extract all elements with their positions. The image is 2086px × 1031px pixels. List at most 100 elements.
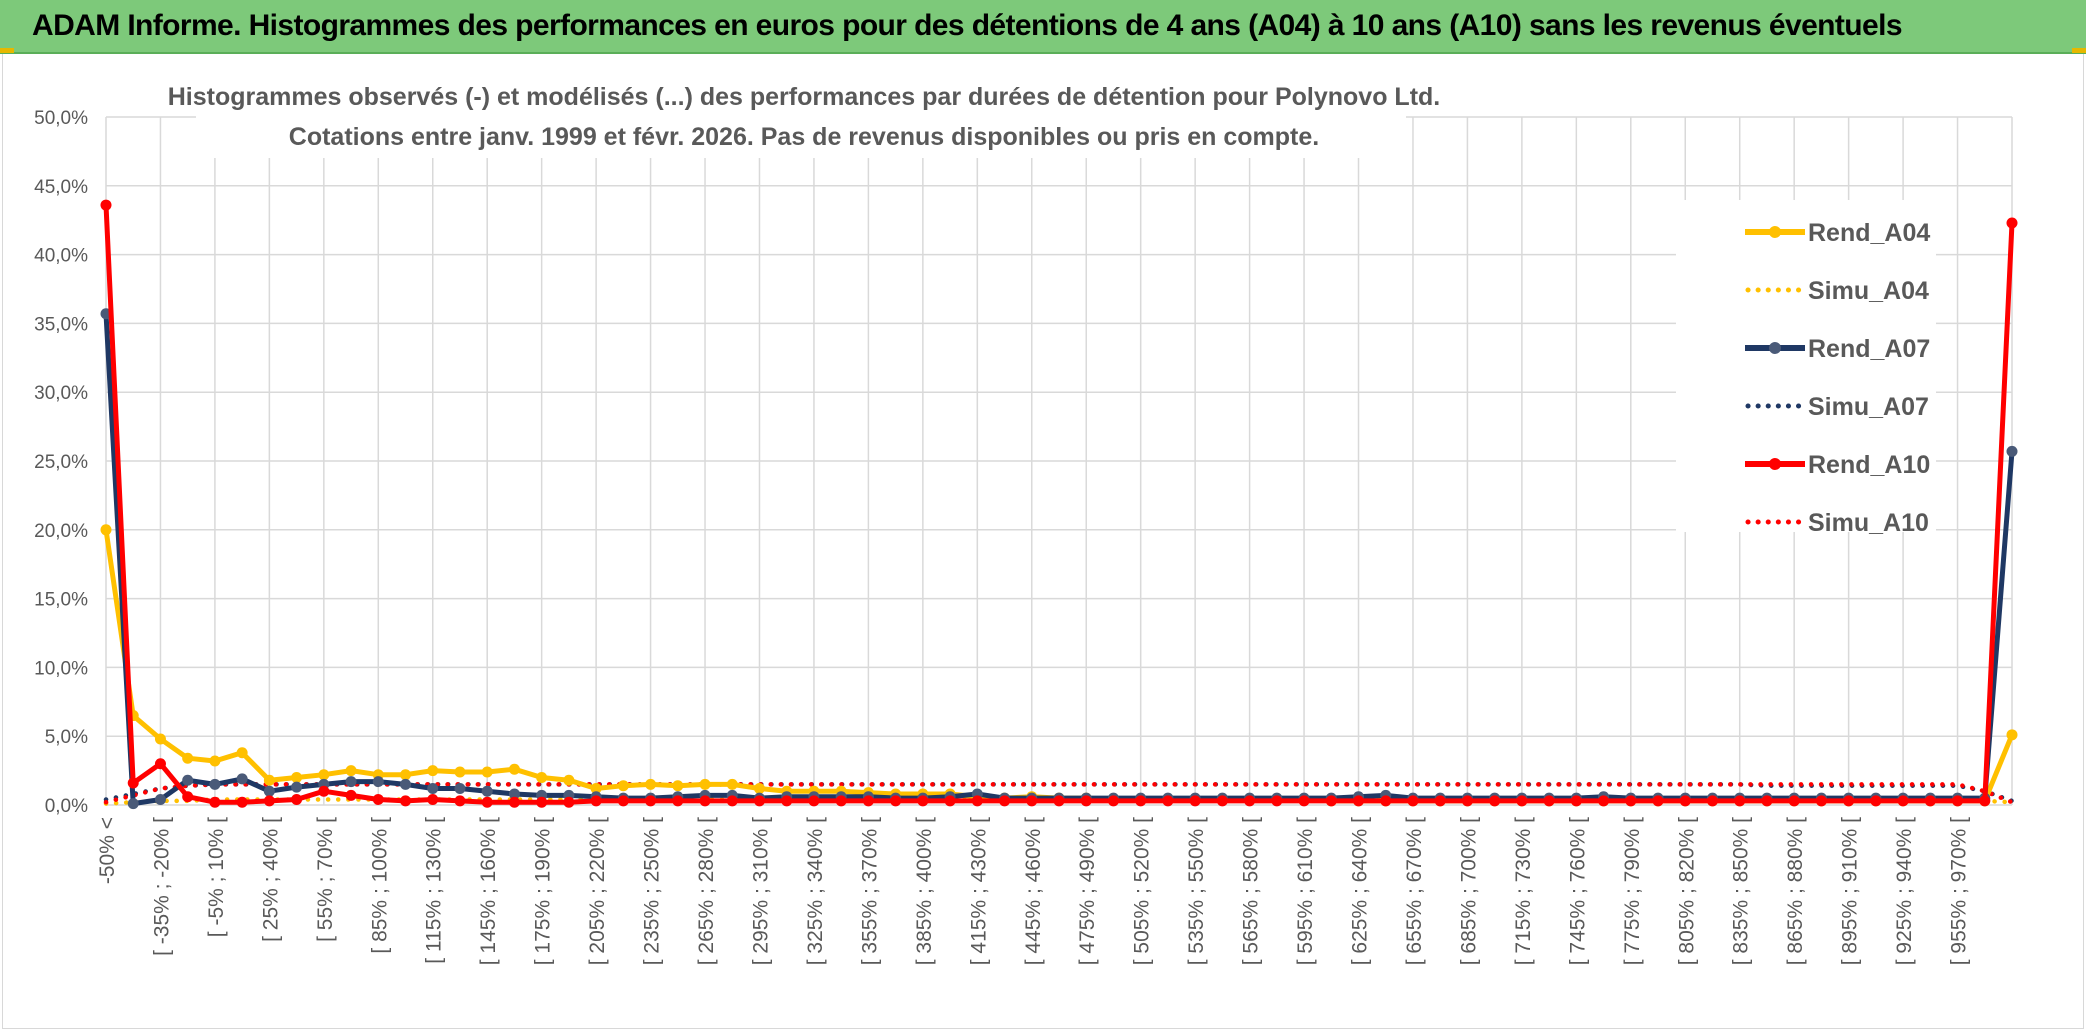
x-tick-label: [ 475% ; 490% [ bbox=[1076, 817, 1099, 965]
data-point-Rend_A10 bbox=[1026, 795, 1038, 807]
data-point-Rend_A07 bbox=[481, 785, 493, 797]
data-point-Rend_A10 bbox=[1952, 795, 1964, 807]
x-tick-label: [ 865% ; 880% [ bbox=[1784, 817, 1807, 965]
report-title: ADAM Informe. Histogrammes des performan… bbox=[32, 9, 1903, 42]
legend-label-Rend_A10: Rend_A10 bbox=[1808, 451, 1930, 479]
data-point-Rend_A10 bbox=[1298, 795, 1310, 807]
data-point-Rend_A10 bbox=[781, 795, 793, 807]
x-tick-label: [ 445% ; 460% [ bbox=[1022, 817, 1045, 965]
x-tick-label: [ 685% ; 700% [ bbox=[1457, 817, 1480, 965]
data-point-Rend_A04 bbox=[645, 778, 657, 790]
data-point-Rend_A10 bbox=[372, 793, 384, 805]
data-point-Rend_A07 bbox=[2006, 445, 2018, 457]
x-tick-label: [ 265% ; 280% [ bbox=[695, 817, 718, 965]
data-point-Rend_A07 bbox=[508, 788, 520, 800]
x-tick-label: [ 85% ; 100% [ bbox=[368, 817, 391, 954]
data-point-Rend_A10 bbox=[127, 777, 139, 789]
data-point-Rend_A10 bbox=[1979, 795, 1991, 807]
data-point-Rend_A10 bbox=[1788, 795, 1800, 807]
chart-subtitle: Cotations entre janv. 1999 et févr. 2026… bbox=[289, 123, 1319, 151]
data-point-Rend_A07 bbox=[345, 776, 357, 788]
x-tick-label: [ 775% ; 790% [ bbox=[1621, 817, 1644, 965]
data-point-Rend_A10 bbox=[699, 795, 711, 807]
x-axis: -50% < [ -35% ; -20% [[ -5% ; 10% [[ 25% … bbox=[96, 817, 1971, 965]
chart-series bbox=[100, 199, 2018, 810]
data-point-Rend_A10 bbox=[182, 791, 194, 803]
data-point-Rend_A07 bbox=[263, 785, 275, 797]
x-tick-label: [ 235% ; 250% [ bbox=[641, 817, 664, 965]
data-point-Rend_A10 bbox=[209, 796, 221, 808]
y-tick-label: 25,0% bbox=[34, 452, 88, 473]
data-point-Rend_A10 bbox=[400, 795, 412, 807]
data-point-Rend_A04 bbox=[617, 780, 629, 792]
data-point-Rend_A04 bbox=[236, 747, 248, 759]
x-tick-label: [ 115% ; 130% [ bbox=[423, 817, 446, 964]
data-point-Rend_A10 bbox=[263, 795, 275, 807]
data-point-Rend_A10 bbox=[1053, 795, 1065, 807]
data-point-Rend_A04 bbox=[100, 524, 112, 536]
data-point-Rend_A10 bbox=[590, 795, 602, 807]
x-tick-label: [ 415% ; 430% [ bbox=[967, 817, 990, 965]
x-tick-label: [ 625% ; 640% [ bbox=[1349, 817, 1372, 965]
data-point-Rend_A10 bbox=[1625, 795, 1637, 807]
data-point-Rend_A10 bbox=[753, 795, 765, 807]
x-tick-label: [ 925% ; 940% [ bbox=[1893, 817, 1916, 965]
chart-title: Histogrammes observés (-) et modélisés (… bbox=[168, 83, 1441, 111]
data-point-Rend_A04 bbox=[400, 769, 412, 781]
y-tick-label: 35,0% bbox=[34, 314, 88, 335]
data-point-Rend_A07 bbox=[182, 774, 194, 786]
x-tick-label: [ 325% ; 340% [ bbox=[804, 817, 827, 965]
x-tick-label: [ 355% ; 370% [ bbox=[858, 817, 881, 965]
data-point-Rend_A10 bbox=[318, 785, 330, 797]
data-point-Rend_A10 bbox=[1679, 795, 1691, 807]
data-point-Rend_A10 bbox=[672, 795, 684, 807]
legend-label-Simu_A07: Simu_A07 bbox=[1808, 393, 1929, 421]
data-point-Rend_A04 bbox=[454, 766, 466, 778]
data-point-Rend_A07 bbox=[209, 778, 221, 790]
data-point-Rend_A10 bbox=[1815, 795, 1827, 807]
x-tick-label: [ 145% ; 160% [ bbox=[477, 817, 500, 965]
data-point-Rend_A10 bbox=[1598, 795, 1610, 807]
data-point-Rend_A10 bbox=[645, 795, 657, 807]
banner-corner-left bbox=[0, 48, 14, 53]
data-point-Rend_A04 bbox=[753, 782, 765, 794]
data-point-Rend_A10 bbox=[890, 795, 902, 807]
x-tick-label: [ 385% ; 400% [ bbox=[913, 817, 936, 965]
legend-marker-Rend_A10 bbox=[1769, 458, 1781, 470]
data-point-Rend_A10 bbox=[1216, 795, 1228, 807]
data-point-Rend_A10 bbox=[999, 795, 1011, 807]
data-point-Rend_A07 bbox=[127, 798, 139, 810]
x-tick-label: [ 535% ; 550% [ bbox=[1185, 817, 1208, 965]
data-point-Rend_A10 bbox=[1461, 795, 1473, 807]
data-point-Rend_A10 bbox=[1189, 795, 1201, 807]
data-point-Rend_A10 bbox=[236, 796, 248, 808]
data-point-Rend_A04 bbox=[345, 765, 357, 777]
data-point-Rend_A10 bbox=[726, 795, 738, 807]
data-point-Rend_A04 bbox=[672, 780, 684, 792]
data-point-Rend_A10 bbox=[1489, 795, 1501, 807]
chart-frame bbox=[2, 54, 2084, 1029]
data-point-Rend_A10 bbox=[1080, 795, 1092, 807]
data-point-Rend_A10 bbox=[971, 795, 983, 807]
data-point-Rend_A10 bbox=[835, 795, 847, 807]
data-point-Rend_A04 bbox=[318, 769, 330, 781]
data-point-Rend_A10 bbox=[1135, 795, 1147, 807]
data-point-Rend_A07 bbox=[372, 776, 384, 788]
data-point-Rend_A04 bbox=[590, 782, 602, 794]
data-point-Rend_A10 bbox=[617, 795, 629, 807]
data-point-Rend_A04 bbox=[427, 765, 439, 777]
data-point-Rend_A10 bbox=[1516, 795, 1528, 807]
report-banner: ADAM Informe. Histogrammes des performan… bbox=[0, 0, 2086, 54]
y-axis: 0,0% 5,0% 10,0% 15,0% 20,0% 25,0% 30,0% 35,0% 40… bbox=[34, 108, 88, 817]
data-point-Rend_A10 bbox=[1407, 795, 1419, 807]
data-point-Rend_A10 bbox=[1353, 795, 1365, 807]
y-tick-label: 30,0% bbox=[34, 383, 88, 404]
data-point-Rend_A07 bbox=[291, 781, 303, 793]
data-point-Rend_A10 bbox=[154, 758, 166, 770]
data-point-Rend_A10 bbox=[808, 795, 820, 807]
data-point-Rend_A04 bbox=[481, 766, 493, 778]
series-line-Rend_A04 bbox=[103, 529, 2015, 804]
x-tick-label: [ 835% ; 850% [ bbox=[1730, 817, 1753, 965]
banner-corner-right bbox=[2072, 48, 2086, 53]
